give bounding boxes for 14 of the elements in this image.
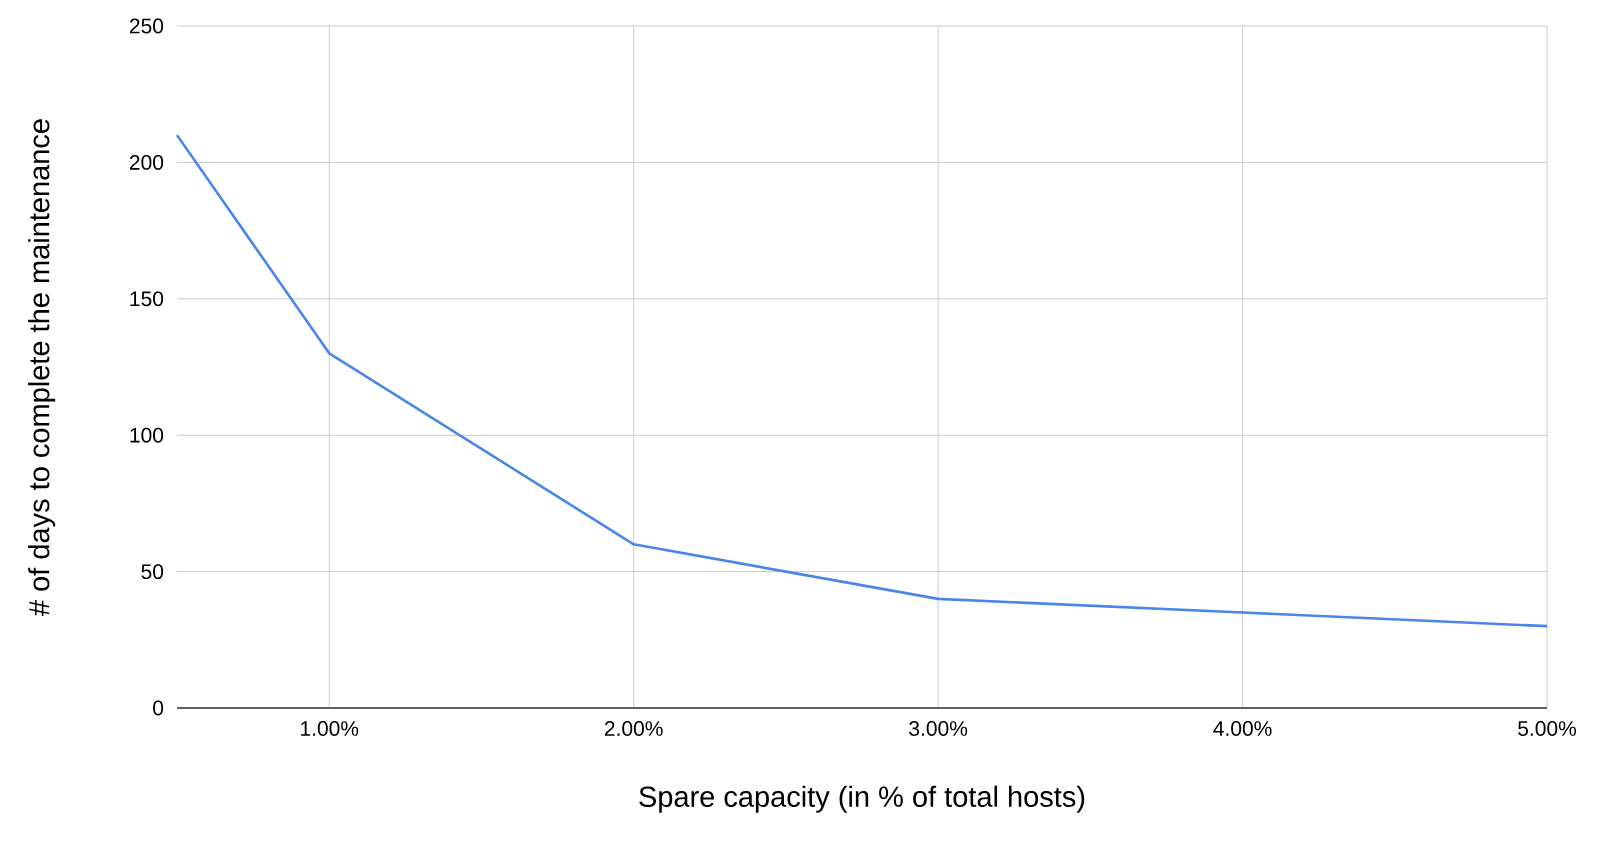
- y-axis-title: # of days to complete the maintenance: [28, 119, 56, 616]
- y-tick-label: 200: [129, 154, 164, 170]
- x-tick-label: 2.00%: [604, 721, 663, 736]
- x-axis-title: Spare capacity (in % of total hosts): [639, 785, 1085, 813]
- y-tick-label: 0: [153, 700, 164, 716]
- y-tick-label: 100: [130, 427, 164, 443]
- x-tick-label: 4.00%: [1213, 721, 1272, 736]
- y-tick-label: 250: [129, 18, 164, 34]
- y-tick-label: 150: [130, 291, 164, 307]
- x-tick-label: 5.00%: [1518, 721, 1577, 736]
- x-tick-label: 1.00%: [301, 721, 359, 736]
- line-series: [175, 133, 1549, 628]
- y-tick-label: 50: [141, 564, 164, 580]
- x-tick-label: 3.00%: [909, 721, 968, 736]
